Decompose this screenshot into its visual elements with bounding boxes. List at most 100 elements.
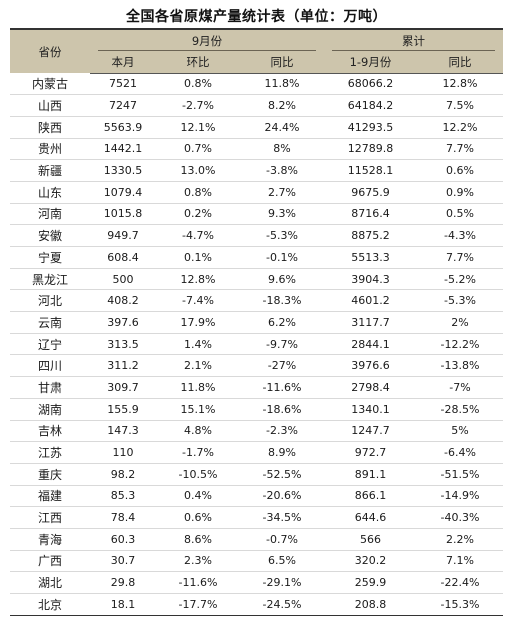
cell-yoy: -5.3% [240, 224, 324, 247]
header-group-cumulative: 累计 [324, 28, 503, 52]
cell-yoy: -52.5% [240, 463, 324, 486]
cell-ytd-yoy: -51.5% [417, 463, 503, 486]
cell-province: 青海 [10, 528, 90, 551]
cell-ytd: 12789.8 [324, 138, 417, 161]
cell-ytd-yoy: -5.3% [417, 289, 503, 313]
cell-yoy: -11.6% [240, 376, 324, 399]
cell-yoy: 8.9% [240, 441, 324, 464]
table-row: 江苏 110 -1.7% 8.9% 972.7 -6.4% [10, 441, 503, 464]
cell-province: 黑龙江 [10, 268, 90, 291]
cell-yoy: 6.5% [240, 550, 324, 573]
cell-this-month: 1015.8 [90, 203, 156, 226]
cell-mom: 0.8% [156, 73, 240, 96]
cell-ytd: 259.9 [324, 571, 417, 594]
cell-province: 北京 [10, 593, 90, 616]
header-mom: 环比 [156, 51, 240, 74]
table-row: 内蒙古 7521 0.8% 11.8% 68066.2 12.8% [10, 73, 503, 96]
cell-mom: 0.1% [156, 246, 240, 269]
cell-province: 宁夏 [10, 246, 90, 269]
cell-province: 河北 [10, 289, 90, 313]
cell-mom: 1.4% [156, 333, 240, 356]
cell-ytd-yoy: -12.2% [417, 333, 503, 356]
table-row: 吉林 147.3 4.8% -2.3% 1247.7 5% [10, 420, 503, 443]
table-row: 宁夏 608.4 0.1% -0.1% 5513.3 7.7% [10, 246, 503, 269]
cell-ytd: 1247.7 [324, 420, 417, 443]
cell-mom: 0.6% [156, 506, 240, 529]
cell-province: 云南 [10, 311, 90, 334]
table-row: 云南 397.6 17.9% 6.2% 3117.7 2% [10, 311, 503, 334]
cell-this-month: 5563.9 [90, 116, 156, 139]
cell-yoy: 9.6% [240, 268, 324, 291]
cell-ytd: 5513.3 [324, 246, 417, 269]
table-row: 河南 1015.8 0.2% 9.3% 8716.4 0.5% [10, 203, 503, 226]
table-row: 甘肃 309.7 11.8% -11.6% 2798.4 -7% [10, 376, 503, 399]
cell-yoy: -18.6% [240, 398, 324, 421]
cell-mom: -4.7% [156, 224, 240, 247]
table-row: 山西 7247 -2.7% 8.2% 64184.2 7.5% [10, 94, 503, 117]
cell-mom: 12.1% [156, 116, 240, 139]
cell-ytd-yoy: 12.8% [417, 73, 503, 96]
header-province: 省份 [10, 28, 90, 73]
table-row: 重庆 98.2 -10.5% -52.5% 891.1 -51.5% [10, 463, 503, 486]
cell-yoy: 6.2% [240, 311, 324, 334]
cell-yoy: -29.1% [240, 571, 324, 594]
table-row: 河北 408.2 -7.4% -18.3% 4601.2 -5.3% [10, 289, 503, 313]
cell-ytd: 208.8 [324, 593, 417, 616]
cell-yoy: -2.3% [240, 420, 324, 443]
cell-this-month: 29.8 [90, 571, 156, 594]
table-row: 陕西 5563.9 12.1% 24.4% 41293.5 12.2% [10, 116, 503, 139]
cell-ytd-yoy: 7.7% [417, 246, 503, 269]
cell-mom: 0.2% [156, 203, 240, 226]
cell-yoy: 9.3% [240, 203, 324, 226]
cell-ytd: 11528.1 [324, 159, 417, 182]
cell-yoy: -20.6% [240, 485, 324, 508]
cell-ytd: 566 [324, 528, 417, 551]
cell-ytd-yoy: -6.4% [417, 441, 503, 464]
cell-ytd-yoy: -28.5% [417, 398, 503, 421]
cell-mom: 12.8% [156, 268, 240, 291]
cell-ytd-yoy: -7% [417, 376, 503, 399]
cell-yoy: -9.7% [240, 333, 324, 356]
cell-ytd-yoy: 7.7% [417, 138, 503, 161]
table-row: 江西 78.4 0.6% -34.5% 644.6 -40.3% [10, 506, 503, 529]
cell-province: 江西 [10, 506, 90, 529]
table-row: 青海 60.3 8.6% -0.7% 566 2.2% [10, 528, 503, 551]
cell-ytd: 9675.9 [324, 181, 417, 204]
cell-ytd: 3117.7 [324, 311, 417, 334]
cell-ytd: 3904.3 [324, 268, 417, 291]
cell-this-month: 608.4 [90, 246, 156, 269]
cell-yoy: -0.1% [240, 246, 324, 269]
cell-this-month: 30.7 [90, 550, 156, 573]
cell-this-month: 1442.1 [90, 138, 156, 161]
cell-province: 吉林 [10, 420, 90, 443]
cell-this-month: 500 [90, 268, 156, 291]
cell-ytd: 8875.2 [324, 224, 417, 247]
cell-this-month: 309.7 [90, 376, 156, 399]
table-row: 黑龙江 500 12.8% 9.6% 3904.3 -5.2% [10, 268, 503, 291]
cell-this-month: 313.5 [90, 333, 156, 356]
cell-province: 山东 [10, 181, 90, 204]
cell-ytd-yoy: 0.9% [417, 181, 503, 204]
cell-mom: -11.6% [156, 571, 240, 594]
cell-this-month: 408.2 [90, 289, 156, 313]
cell-province: 新疆 [10, 159, 90, 182]
cell-ytd: 3976.6 [324, 354, 417, 378]
cell-this-month: 60.3 [90, 528, 156, 551]
cell-ytd-yoy: 2.2% [417, 528, 503, 551]
cell-province: 河南 [10, 203, 90, 226]
cell-mom: -2.7% [156, 94, 240, 117]
cell-ytd-yoy: 0.5% [417, 203, 503, 226]
header-this-month: 本月 [90, 51, 156, 74]
cell-yoy: -3.8% [240, 159, 324, 182]
cell-province: 江苏 [10, 441, 90, 464]
cell-this-month: 147.3 [90, 420, 156, 443]
table-row: 贵州 1442.1 0.7% 8% 12789.8 7.7% [10, 138, 503, 161]
table-header: 省份 9月份 累计 本月 环比 同比 1-9月份 同比 [10, 28, 503, 74]
table-title: 全国各省原煤产量统计表（单位：万吨） [126, 9, 387, 25]
cell-this-month: 85.3 [90, 485, 156, 508]
cell-province: 四川 [10, 354, 90, 378]
cell-ytd: 2798.4 [324, 376, 417, 399]
cell-ytd: 64184.2 [324, 94, 417, 117]
coal-output-table: 省份 9月份 累计 本月 环比 同比 1-9月份 同比 内蒙古 7521 0.8% 1… [10, 28, 503, 616]
cell-province: 湖北 [10, 571, 90, 594]
